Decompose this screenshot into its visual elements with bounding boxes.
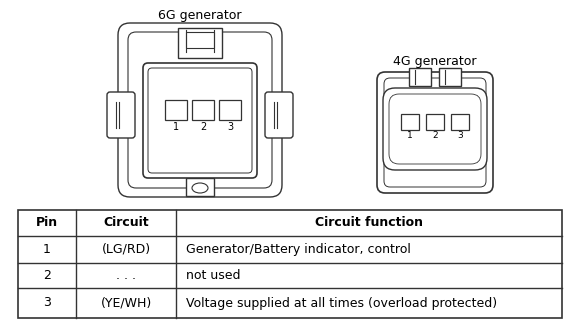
FancyBboxPatch shape [377,72,493,193]
Text: not used: not used [186,269,241,282]
FancyBboxPatch shape [128,32,272,188]
Text: Generator/Battery indicator, control: Generator/Battery indicator, control [186,243,411,256]
Bar [409,68,431,86]
Text: Pin: Pin [36,216,58,230]
Text: Circuit function: Circuit function [315,216,423,230]
Bar [186,32,214,48]
Bar [192,100,214,120]
Text: (LG/RD): (LG/RD) [102,243,151,256]
Text: 3: 3 [457,132,463,140]
FancyBboxPatch shape [148,68,252,173]
Text: 6G generator: 6G generator [158,10,242,23]
Text: 4G generator: 4G generator [393,55,477,69]
Text: Voltage supplied at all times (overload protected): Voltage supplied at all times (overload … [186,297,497,310]
Bar [165,100,187,120]
FancyBboxPatch shape [265,92,293,138]
Bar [219,100,241,120]
Text: 2: 2 [43,269,51,282]
Text: 2: 2 [432,132,438,140]
Text: Circuit: Circuit [103,216,149,230]
Ellipse shape [192,183,208,193]
Bar [178,28,222,58]
Text: 3: 3 [227,122,233,132]
Bar [186,178,214,196]
Bar [451,114,469,130]
Bar [401,114,419,130]
Text: . . .: . . . [116,269,136,282]
FancyBboxPatch shape [107,92,135,138]
Text: 1: 1 [407,132,413,140]
FancyBboxPatch shape [143,63,257,178]
FancyBboxPatch shape [384,78,486,187]
Text: 3: 3 [43,297,51,310]
Text: 1: 1 [43,243,51,256]
FancyBboxPatch shape [389,94,481,164]
Text: 1: 1 [173,122,179,132]
FancyBboxPatch shape [118,23,282,197]
Bar [439,68,461,86]
Bar [18,210,562,318]
Text: 2: 2 [200,122,206,132]
Bar [426,114,444,130]
Text: (YE/WH): (YE/WH) [100,297,151,310]
FancyBboxPatch shape [383,88,487,170]
